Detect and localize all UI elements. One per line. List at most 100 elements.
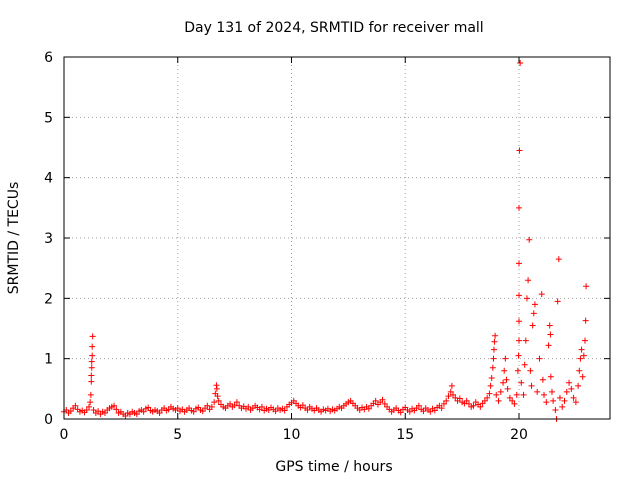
data-point <box>145 404 152 411</box>
data-point <box>495 397 502 404</box>
data-point <box>113 406 120 413</box>
data-point <box>531 301 538 308</box>
data-point <box>582 317 589 324</box>
data-point <box>522 337 529 344</box>
data-point <box>539 376 546 383</box>
data-point <box>506 394 513 401</box>
data-point <box>465 400 472 407</box>
data-point <box>577 355 584 362</box>
data-point <box>95 408 102 415</box>
data-point <box>443 397 450 404</box>
data-point <box>122 412 129 419</box>
data-point <box>245 403 252 410</box>
data-point <box>543 399 550 406</box>
data-point <box>575 382 582 389</box>
data-point <box>88 358 95 365</box>
data-point <box>448 382 455 389</box>
data-point <box>490 355 497 362</box>
data-point <box>513 391 520 398</box>
data-point <box>516 318 522 325</box>
data-point <box>578 346 585 353</box>
data-point <box>231 402 238 409</box>
data-point <box>488 374 495 381</box>
data-point <box>447 388 454 395</box>
data-point <box>365 405 372 412</box>
data-point <box>509 397 516 404</box>
data-point <box>503 376 510 383</box>
data-point <box>258 403 265 410</box>
data-point <box>581 337 588 344</box>
data-point <box>406 408 413 415</box>
data-point <box>555 256 562 263</box>
data-point <box>381 400 388 407</box>
x-tick-label: 20 <box>510 427 528 443</box>
data-point <box>570 394 577 401</box>
data-point <box>493 391 500 398</box>
data-point <box>580 352 587 359</box>
data-point <box>452 394 459 401</box>
data-point <box>445 393 452 400</box>
chart-title: Day 131 of 2024, SRMTID for receiver mal… <box>184 20 483 36</box>
data-point <box>568 385 575 392</box>
data-point <box>517 60 524 67</box>
y-tick-label: 1 <box>44 352 53 368</box>
data-point <box>491 338 498 345</box>
data-point <box>420 408 427 415</box>
data-point <box>397 409 404 416</box>
data-point <box>501 367 508 374</box>
data-point <box>502 355 509 362</box>
y-tick-label: 0 <box>44 412 53 428</box>
x-tick-label: 0 <box>60 427 69 443</box>
x-tick-label: 5 <box>173 427 182 443</box>
y-tick-label: 4 <box>44 171 53 187</box>
data-point <box>281 407 288 414</box>
data-point <box>140 408 147 415</box>
data-point <box>211 399 218 406</box>
data-point <box>87 399 94 406</box>
data-point <box>88 364 95 371</box>
data-point <box>525 277 532 284</box>
data-point <box>554 298 561 305</box>
y-tick-label: 5 <box>44 110 53 126</box>
y-tick-label: 2 <box>44 291 53 307</box>
x-tick-label: 15 <box>396 427 414 443</box>
data-point <box>515 352 522 359</box>
data-point <box>527 367 534 374</box>
data-point <box>521 361 528 368</box>
data-point <box>583 283 590 290</box>
data-point <box>561 397 568 404</box>
data-point <box>518 379 525 386</box>
data-point <box>372 397 379 404</box>
data-point <box>511 400 518 407</box>
data-point <box>530 310 537 317</box>
data-point <box>487 382 494 389</box>
data-point <box>450 391 457 398</box>
data-points <box>61 60 590 422</box>
data-point <box>89 333 96 340</box>
data-point <box>86 403 93 410</box>
data-point <box>90 406 97 413</box>
data-point <box>456 395 463 402</box>
data-point <box>486 390 493 397</box>
data-point <box>72 402 79 409</box>
data-point <box>541 391 548 398</box>
data-point <box>550 397 557 404</box>
data-point <box>304 406 311 413</box>
data-point <box>545 342 552 349</box>
data-point <box>497 388 504 395</box>
data-point <box>477 403 484 410</box>
data-point <box>566 379 573 386</box>
data-point <box>190 408 197 415</box>
data-point <box>379 396 386 403</box>
data-point <box>556 394 563 401</box>
data-point <box>516 147 523 154</box>
data-point <box>214 393 221 400</box>
y-tick-label: 6 <box>44 50 53 66</box>
y-axis-label: SRMTID / TECUs <box>6 182 22 295</box>
data-point <box>546 322 553 329</box>
data-point <box>516 260 522 267</box>
data-point <box>438 405 445 412</box>
data-point <box>528 382 535 389</box>
data-point <box>572 399 579 406</box>
